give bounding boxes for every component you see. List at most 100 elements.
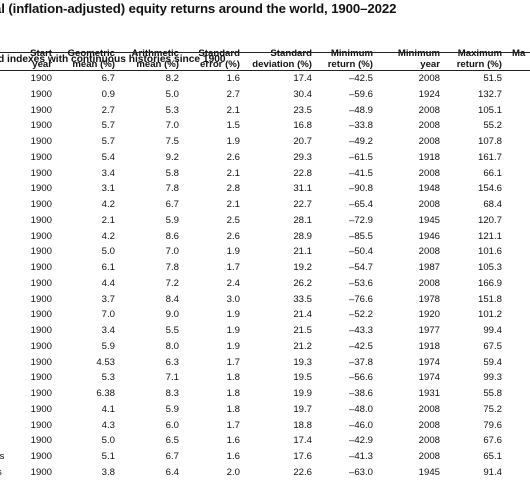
cell-minimum-year: 1918 [418,340,440,352]
cell-standard-deviation: 22.7 [293,199,312,210]
cell-geometric-mean: 7.0 [101,309,115,321]
cell-geometric-mean: 4.53 [96,356,115,368]
cell-standard-deviation: 17.4 [293,73,312,84]
table-row: 1900 2.1 5.9 2.5 28.1 –72.9 1945 120.7 [0,215,530,231]
table-row: 1900 3.1 7.8 2.8 31.1 –90.8 1948 154.6 [0,183,530,199]
cell-standard-error: 2.8 [226,183,240,195]
cell-start-year: 1900 [30,340,52,352]
cell-start-year: 1900 [30,262,52,273]
cell-geometric-mean: 3.4 [101,167,115,179]
cell-arithmetic-mean: 6.5 [165,435,179,447]
cell-maximum-return: 99.4 [483,325,502,336]
header-geometric-mean: Geometric mean (%) [67,48,115,70]
cell-minimum-return: –42.9 [348,435,373,447]
cell-standard-error: 2.6 [226,230,240,242]
cell-standard-error: 2.1 [226,167,240,179]
cell-geometric-mean: 6.7 [101,73,115,84]
table-row: 1900 5.4 9.2 2.6 29.3 –61.5 1918 161.7 [0,152,530,168]
cell-maximum-return: 79.6 [483,419,502,431]
cell-standard-error: 1.6 [226,451,240,462]
cell-geometric-mean: 5.0 [101,246,115,258]
cell-arithmetic-mean: 5.8 [165,167,179,179]
cell-standard-deviation: 21.2 [293,340,312,352]
cell-standard-error: 1.8 [226,403,240,415]
cell-standard-error: 1.9 [226,136,240,147]
header-minimum-year: Minimum year [397,48,440,70]
cell-maximum-return: 67.6 [483,435,502,447]
cell-minimum-year: 2008 [418,277,440,289]
cell-minimum-year: 2008 [418,73,440,84]
cell-standard-error: 1.9 [226,309,240,321]
cell-minimum-year: 1948 [418,183,440,195]
cell-start-year: 1900 [30,120,52,132]
cell-standard-deviation: 20.7 [293,136,312,147]
cell-geometric-mean: 5.1 [101,451,115,462]
cell-standard-error: 1.9 [226,340,240,352]
cell-minimum-return: –54.7 [348,262,373,273]
cell-standard-error: 1.7 [226,262,240,273]
cell-minimum-return: –42.5 [348,73,373,84]
cell-minimum-return: –33.8 [348,120,373,132]
cell-minimum-year: 1920 [418,309,440,321]
cell-minimum-return: –41.3 [348,451,373,462]
cell-arithmetic-mean: 8.6 [165,230,179,242]
cell-standard-error: 2.5 [226,214,240,226]
cell-standard-error: 2.1 [226,104,240,116]
cell-minimum-year: 2008 [418,246,440,258]
cell-minimum-year: 2008 [418,403,440,415]
cell-geometric-mean: 3.8 [101,466,115,478]
cell-standard-deviation: 18.8 [293,419,312,431]
cell-minimum-year: 1918 [418,151,440,163]
cell-minimum-return: –90.8 [348,183,373,195]
cell-standard-deviation: 19.5 [293,372,312,384]
table-row: 1900 3.4 5.8 2.1 22.8 –41.5 2008 66.1 [0,168,530,184]
cell-standard-deviation: 31.1 [293,183,312,195]
section-rule [0,70,530,71]
cell-start-year: 1900 [30,309,52,321]
header-standard-error: Standard error (%) [198,48,240,70]
cell-standard-error: 1.8 [226,372,240,384]
cell-geometric-mean: 5.7 [101,120,115,132]
cell-standard-deviation: 19.2 [293,262,312,273]
cell-minimum-return: –48.0 [348,403,373,415]
cell-standard-deviation: 19.7 [293,403,312,415]
cell-minimum-year: 1987 [418,262,440,273]
cell-minimum-year: 1924 [418,88,440,100]
cell-arithmetic-mean: 5.9 [165,214,179,226]
cell-arithmetic-mean: 7.2 [165,277,179,289]
cell-geometric-mean: 3.4 [101,325,115,336]
cell-standard-deviation: 29.3 [293,151,312,163]
table-row: 1900 6.38 8.3 1.8 19.9 –38.6 1931 55.8 [0,388,530,404]
cell-arithmetic-mean: 6.7 [165,451,179,462]
cell-standard-error: 1.6 [226,73,240,84]
cell-minimum-year: 1974 [418,356,440,368]
cell-minimum-year: 1946 [418,230,440,242]
cell-arithmetic-mean: 9.0 [165,309,179,321]
cell-arithmetic-mean: 5.3 [165,104,179,116]
cell-start-year: 1900 [30,451,52,462]
cell-geometric-mean: 6.38 [96,388,115,399]
cell-standard-error: 1.7 [226,356,240,368]
cell-maximum-return: 99.3 [483,372,502,384]
cell-standard-deviation: 19.3 [293,356,312,368]
cell-arithmetic-mean: 5.0 [165,88,179,100]
cell-maximum-return: 68.4 [483,199,502,210]
cell-arithmetic-mean: 8.2 [165,73,179,84]
cell-arithmetic-mean: 7.8 [165,183,179,195]
cell-start-year: 1900 [30,419,52,431]
table-row: 1900 4.4 7.2 2.4 26.2 –53.6 2008 166.9 [0,278,530,294]
cell-minimum-year: 1945 [418,214,440,226]
table-row: 1900 3.7 8.4 3.0 33.5 –76.6 1978 151.8 [0,294,530,310]
cell-start-year: 1900 [30,104,52,116]
cell-maximum-return: 101.6 [477,246,502,258]
cell-minimum-return: –59.6 [348,88,373,100]
cell-minimum-return: –85.5 [348,230,373,242]
cell-maximum-return: 59.4 [483,356,502,368]
cell-minimum-return: –65.4 [348,199,373,210]
table-row: 1900 5.3 7.1 1.8 19.5 –56.6 1974 99.3 [0,372,530,388]
cell-start-year: 1900 [30,356,52,368]
cell-maximum-return: 154.6 [477,183,502,195]
cell-start-year: 1900 [30,246,52,258]
cell-minimum-year: 2008 [418,451,440,462]
cell-start-year: 1900 [30,372,52,384]
